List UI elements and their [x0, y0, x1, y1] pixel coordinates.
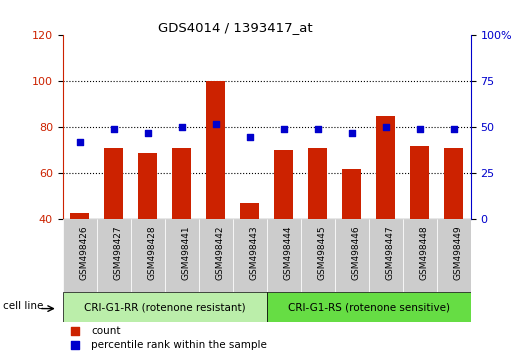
FancyBboxPatch shape: [131, 219, 165, 292]
Text: GSM498442: GSM498442: [215, 225, 225, 280]
Point: [279, 126, 288, 132]
Bar: [377, 116, 395, 219]
Point: [75, 139, 84, 145]
FancyBboxPatch shape: [199, 219, 233, 292]
FancyBboxPatch shape: [335, 219, 369, 292]
Point: [109, 126, 118, 132]
Bar: [309, 148, 327, 219]
FancyBboxPatch shape: [437, 219, 471, 292]
Text: CRI-G1-RR (rotenone resistant): CRI-G1-RR (rotenone resistant): [84, 302, 246, 312]
Text: cell line: cell line: [3, 301, 43, 310]
Text: GSM498428: GSM498428: [147, 225, 157, 280]
FancyBboxPatch shape: [267, 292, 471, 322]
Point: [347, 130, 356, 136]
Point: [313, 126, 322, 132]
Text: GSM498449: GSM498449: [453, 225, 463, 280]
Point: [381, 125, 390, 130]
Point: [415, 126, 424, 132]
Bar: [275, 150, 293, 219]
Text: count: count: [92, 326, 121, 336]
Bar: [411, 146, 429, 219]
Point: [245, 134, 254, 139]
Text: CRI-G1-RS (rotenone sensitive): CRI-G1-RS (rotenone sensitive): [288, 302, 450, 312]
Point: [449, 126, 458, 132]
Bar: [343, 169, 361, 219]
Text: GSM498441: GSM498441: [181, 225, 191, 280]
Point: [71, 342, 79, 348]
FancyBboxPatch shape: [97, 219, 131, 292]
Point: [143, 130, 152, 136]
Text: GSM498444: GSM498444: [283, 225, 293, 280]
Bar: [105, 148, 123, 219]
Text: GSM498447: GSM498447: [385, 225, 395, 280]
Point: [211, 121, 220, 127]
FancyBboxPatch shape: [403, 219, 437, 292]
Bar: [445, 148, 463, 219]
Point: [177, 125, 186, 130]
Text: GSM498446: GSM498446: [351, 225, 361, 280]
Text: GSM498448: GSM498448: [419, 225, 429, 280]
FancyBboxPatch shape: [165, 219, 199, 292]
Text: GSM498445: GSM498445: [317, 225, 327, 280]
Text: GSM498427: GSM498427: [114, 225, 123, 280]
FancyBboxPatch shape: [267, 219, 301, 292]
Bar: [241, 203, 259, 219]
Bar: [173, 148, 191, 219]
FancyBboxPatch shape: [63, 219, 97, 292]
FancyBboxPatch shape: [63, 292, 267, 322]
Bar: [139, 153, 157, 219]
Bar: [71, 212, 89, 219]
Bar: [207, 81, 225, 219]
FancyBboxPatch shape: [301, 219, 335, 292]
Text: percentile rank within the sample: percentile rank within the sample: [92, 340, 267, 350]
Text: GSM498426: GSM498426: [79, 225, 89, 280]
FancyBboxPatch shape: [369, 219, 403, 292]
FancyBboxPatch shape: [233, 219, 267, 292]
Point: [71, 328, 79, 334]
Text: GSM498443: GSM498443: [250, 225, 259, 280]
Text: GDS4014 / 1393417_at: GDS4014 / 1393417_at: [158, 21, 313, 34]
